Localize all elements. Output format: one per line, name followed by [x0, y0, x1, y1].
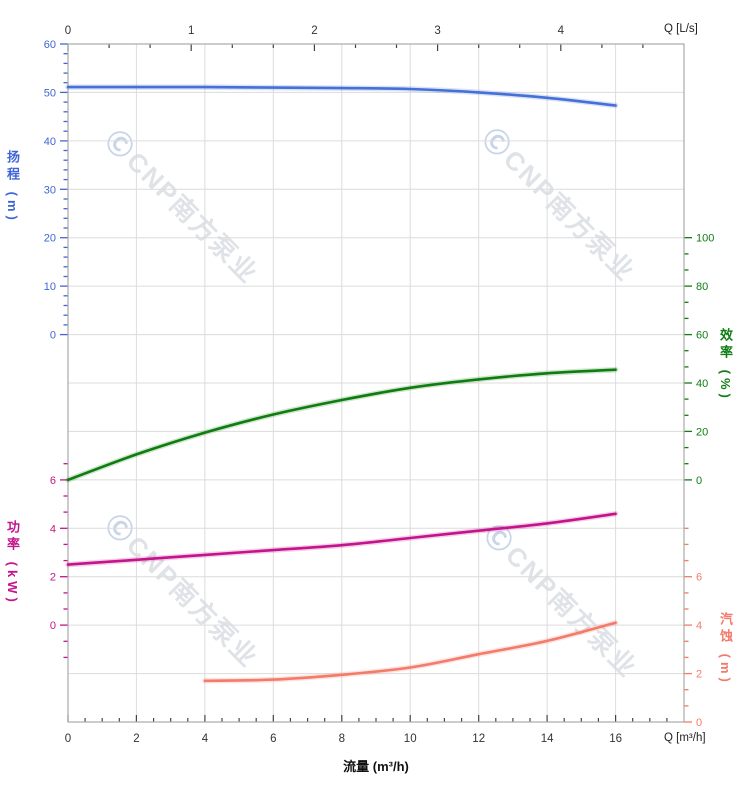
power-axis-ticks [60, 463, 68, 659]
top-axis-unit-label: Q [L/s] [664, 23, 698, 35]
svg-text:0: 0 [50, 620, 56, 632]
svg-text:0: 0 [696, 475, 702, 487]
bottom-axis-unit-label: Q [m³/h] [664, 732, 706, 744]
top-axis-ticks [67, 44, 644, 51]
top-axis-tick-labels: 0 1 2 3 4 [65, 25, 565, 37]
svg-text:100: 100 [696, 233, 714, 245]
svg-text:2: 2 [50, 572, 56, 584]
svg-text:2: 2 [696, 669, 702, 681]
svg-text:6: 6 [50, 475, 56, 487]
svg-text:4: 4 [50, 523, 56, 535]
npsh-axis-title: 汽蚀 (m) [718, 612, 733, 686]
svg-text:20: 20 [44, 233, 56, 245]
svg-text:0: 0 [50, 330, 56, 342]
npsh-axis-tick-labels: 6 4 2 0 [696, 572, 702, 729]
efficiency-axis-ticks [684, 237, 692, 481]
x-axis-title: 流量 (m³/h) [343, 759, 409, 774]
plot-border [67, 43, 685, 723]
svg-text:4: 4 [558, 25, 565, 37]
svg-text:3: 3 [434, 25, 440, 37]
svg-text:8: 8 [339, 733, 345, 745]
svg-text:50: 50 [44, 87, 56, 99]
power-axis-tick-labels: 6 4 2 0 [50, 475, 56, 632]
curve-head [66, 85, 617, 107]
svg-text:14: 14 [541, 733, 554, 745]
svg-text:16: 16 [609, 733, 622, 745]
svg-text:20: 20 [696, 426, 708, 438]
head-axis-title: 扬程 (m) [5, 150, 20, 224]
svg-text:40: 40 [696, 378, 708, 390]
curve-efficiency [66, 368, 617, 482]
bottom-axis-ticks [67, 715, 668, 722]
svg-text:6: 6 [696, 572, 702, 584]
efficiency-axis-title: 效率 (%) [718, 328, 733, 402]
svg-text:12: 12 [472, 733, 485, 745]
svg-text:10: 10 [44, 281, 56, 293]
svg-text:80: 80 [696, 281, 708, 293]
svg-text:0: 0 [696, 717, 702, 729]
svg-text:0: 0 [65, 733, 71, 745]
efficiency-axis-tick-labels: 100 80 60 40 20 0 [696, 233, 714, 487]
gridlines [68, 44, 684, 722]
svg-text:6: 6 [270, 733, 276, 745]
svg-text:10: 10 [404, 733, 417, 745]
svg-text:60: 60 [696, 330, 708, 342]
head-axis-ticks [60, 43, 68, 336]
svg-text:4: 4 [202, 733, 209, 745]
npsh-axis-ticks [684, 527, 692, 723]
svg-text:40: 40 [44, 136, 56, 148]
power-axis-title: 功率 (kW) [5, 520, 20, 606]
svg-text:4: 4 [696, 620, 702, 632]
svg-text:1: 1 [188, 25, 194, 37]
bottom-axis-tick-labels: 0 2 4 6 8 10 12 14 16 [65, 733, 622, 745]
svg-text:2: 2 [133, 733, 139, 745]
head-axis-tick-labels: 60 50 40 30 20 10 0 [44, 39, 56, 342]
svg-text:30: 30 [44, 184, 56, 196]
svg-text:60: 60 [44, 39, 56, 51]
curve-power [66, 512, 617, 566]
svg-text:2: 2 [311, 25, 317, 37]
svg-text:0: 0 [65, 25, 71, 37]
curve-npsh [203, 621, 617, 683]
